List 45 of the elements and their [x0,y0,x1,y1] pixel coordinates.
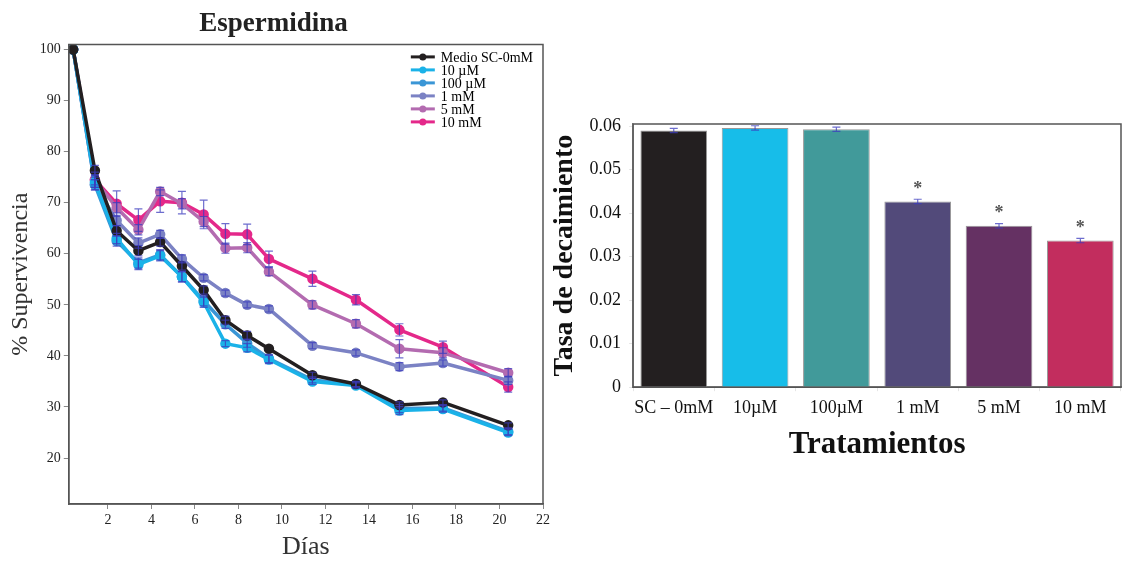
x-tick-label: 20 [492,512,507,528]
y-tick-label: 0.03 [589,245,622,266]
x-tick-label: 2 [104,512,112,528]
x-axis-title: Tratamientos [788,425,966,461]
y-tick-label: 0.01 [589,332,622,353]
annotation: * [913,177,923,198]
x-tick-label: 1 mM [895,396,940,417]
y-tick-label: 30 [46,398,61,414]
y-tick-label: 70 [46,194,61,210]
x-tick-label: SC – 0mM [634,396,714,417]
legend-label: 5 mM [440,101,476,117]
y-tick-label: 0.02 [589,288,622,309]
y-tick-label: 100 [39,41,61,57]
x-tick-label: 10µM [732,396,778,417]
x-tick-label: 100µM [809,396,864,417]
y-tick-label: 60 [46,245,61,261]
y-tick-label: 0 [612,375,622,396]
x-tick-label: 10 [274,512,289,528]
y-tick-label: 0.05 [589,158,622,179]
legend-label: Medio SC-0mM [440,49,534,65]
x-tick-label: 5 mM [977,396,1021,417]
y-tick-label: 20 [46,449,61,465]
x-tick-label: 14 [361,512,376,528]
y-tick-label: 0.06 [589,114,622,135]
annotation: * [1075,217,1085,238]
y-tick-label: 90 [46,92,61,108]
x-tick-label: 8 [234,512,242,528]
y-tick-label: 50 [46,296,61,312]
x-tick-label: 18 [448,512,463,528]
legend-label: 10 mM [440,114,483,130]
x-axis-title: Días [282,531,330,561]
y-tick-label: 80 [46,143,61,159]
legend-label: 10 µM [440,62,480,78]
x-tick-label: 6 [191,512,199,528]
x-tick-label: 10 mM [1054,396,1107,417]
x-tick-label: 16 [405,512,420,528]
y-axis-title: Tasa de decaimiento [547,134,579,377]
annotation: * [994,202,1004,223]
y-tick-label: 40 [46,347,61,363]
chart-title: Espermidina [199,7,349,38]
x-tick-label: 22 [536,512,550,528]
x-tick-label: 12 [318,512,333,528]
x-tick-label: 4 [147,512,155,528]
y-tick-label: 0.04 [589,201,622,222]
y-axis-title: % Supervivencia [5,192,32,356]
